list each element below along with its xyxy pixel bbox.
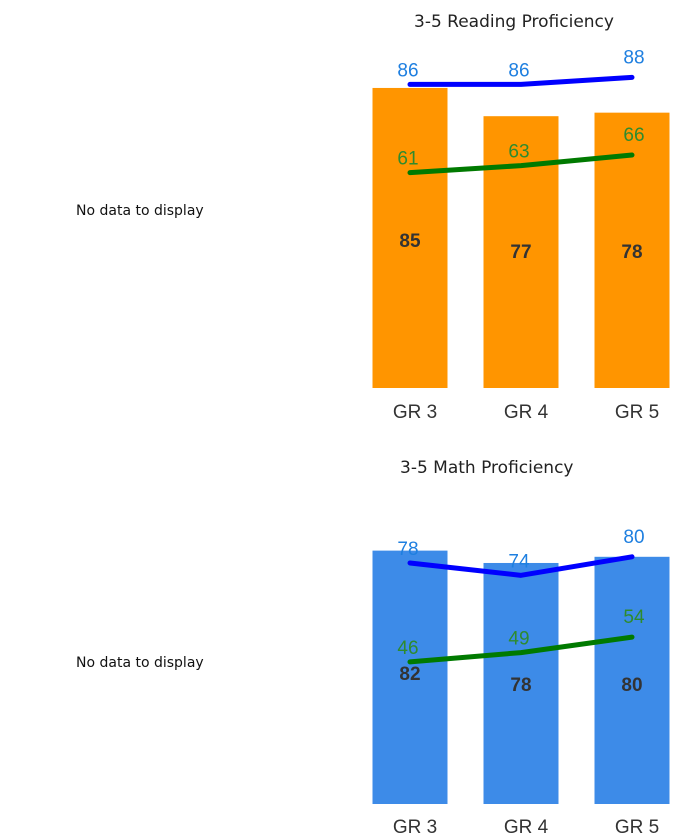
bar xyxy=(594,556,670,804)
blue-series-point-label: 86 xyxy=(508,60,529,81)
green-series-point-label: 46 xyxy=(397,638,418,659)
green-series-point-label: 54 xyxy=(623,607,645,628)
x-tick-label: GR 3 xyxy=(393,817,437,837)
green-series-point-label: 49 xyxy=(508,629,529,650)
bar xyxy=(483,562,559,804)
blue-series-point-label: 78 xyxy=(397,539,418,560)
bar-value-label: 85 xyxy=(399,231,421,252)
bar-value-label: 78 xyxy=(510,675,531,696)
bar-value-label: 82 xyxy=(399,664,420,685)
green-series-point-label: 66 xyxy=(623,125,644,146)
x-tick-label: GR 5 xyxy=(615,402,659,423)
chart-title-reading: 3-5 Reading Proficiency xyxy=(414,12,614,32)
chart-title-math: 3-5 Math Proficiency xyxy=(400,458,574,478)
reading-proficiency-chart: 85 77 78 86 86 88 61 63 66 GR 3 GR 4 GR 5 xyxy=(372,47,670,423)
blue-series-point-label: 86 xyxy=(397,60,418,81)
blue-series-point-label: 74 xyxy=(508,551,530,572)
x-tick-label: GR 4 xyxy=(504,402,549,423)
green-series-line xyxy=(407,152,635,176)
green-series-point-label: 63 xyxy=(508,142,529,163)
bar-value-label: 77 xyxy=(510,242,531,263)
blue-series-point-label: 88 xyxy=(623,47,644,68)
bar xyxy=(372,87,448,388)
blue-series-line xyxy=(407,554,635,578)
blue-series-line xyxy=(407,74,635,87)
x-tick-label: GR 5 xyxy=(615,817,659,837)
bar xyxy=(372,550,448,804)
no-data-message: No data to display xyxy=(76,655,204,671)
math-proficiency-chart: 82 78 80 78 74 80 46 49 54 GR 3 GR 4 GR 5 xyxy=(372,527,670,837)
x-tick-label: GR 4 xyxy=(504,817,549,837)
no-data-message: No data to display xyxy=(76,203,204,219)
blue-series-point-label: 80 xyxy=(623,527,644,548)
bar-value-label: 80 xyxy=(621,675,642,696)
x-tick-label: GR 3 xyxy=(393,402,437,423)
green-series-line xyxy=(407,634,635,665)
green-series-point-label: 61 xyxy=(397,149,418,170)
bar-value-label: 78 xyxy=(621,242,642,263)
